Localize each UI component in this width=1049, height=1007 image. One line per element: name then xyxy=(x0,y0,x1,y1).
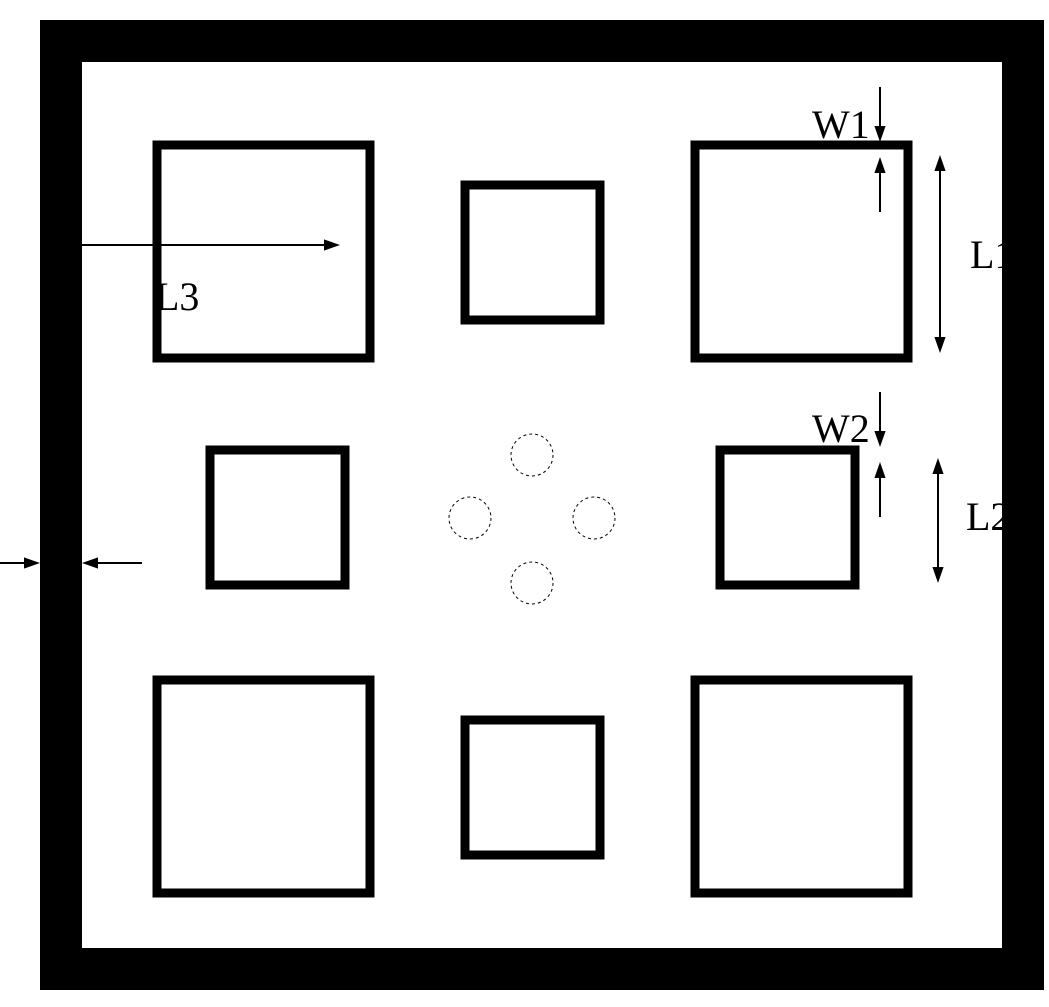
small-square-3 xyxy=(465,720,600,855)
center-circle-1 xyxy=(449,497,491,539)
label-W2: W2 xyxy=(812,406,870,451)
label-L2: L2 xyxy=(966,494,1010,539)
center-circle-3 xyxy=(511,562,553,604)
large-square-2 xyxy=(157,680,370,893)
small-square-2 xyxy=(720,450,855,585)
outer-frame xyxy=(61,41,1023,969)
label-W1: W1 xyxy=(812,102,870,147)
small-square-0 xyxy=(465,185,600,320)
large-square-1 xyxy=(695,145,908,358)
large-square-0 xyxy=(157,145,370,358)
center-circle-2 xyxy=(573,497,615,539)
label-L1: L1 xyxy=(970,232,1014,277)
center-circle-0 xyxy=(511,434,553,476)
small-square-1 xyxy=(210,450,345,585)
large-square-3 xyxy=(695,680,908,893)
label-L3: L3 xyxy=(155,274,199,319)
